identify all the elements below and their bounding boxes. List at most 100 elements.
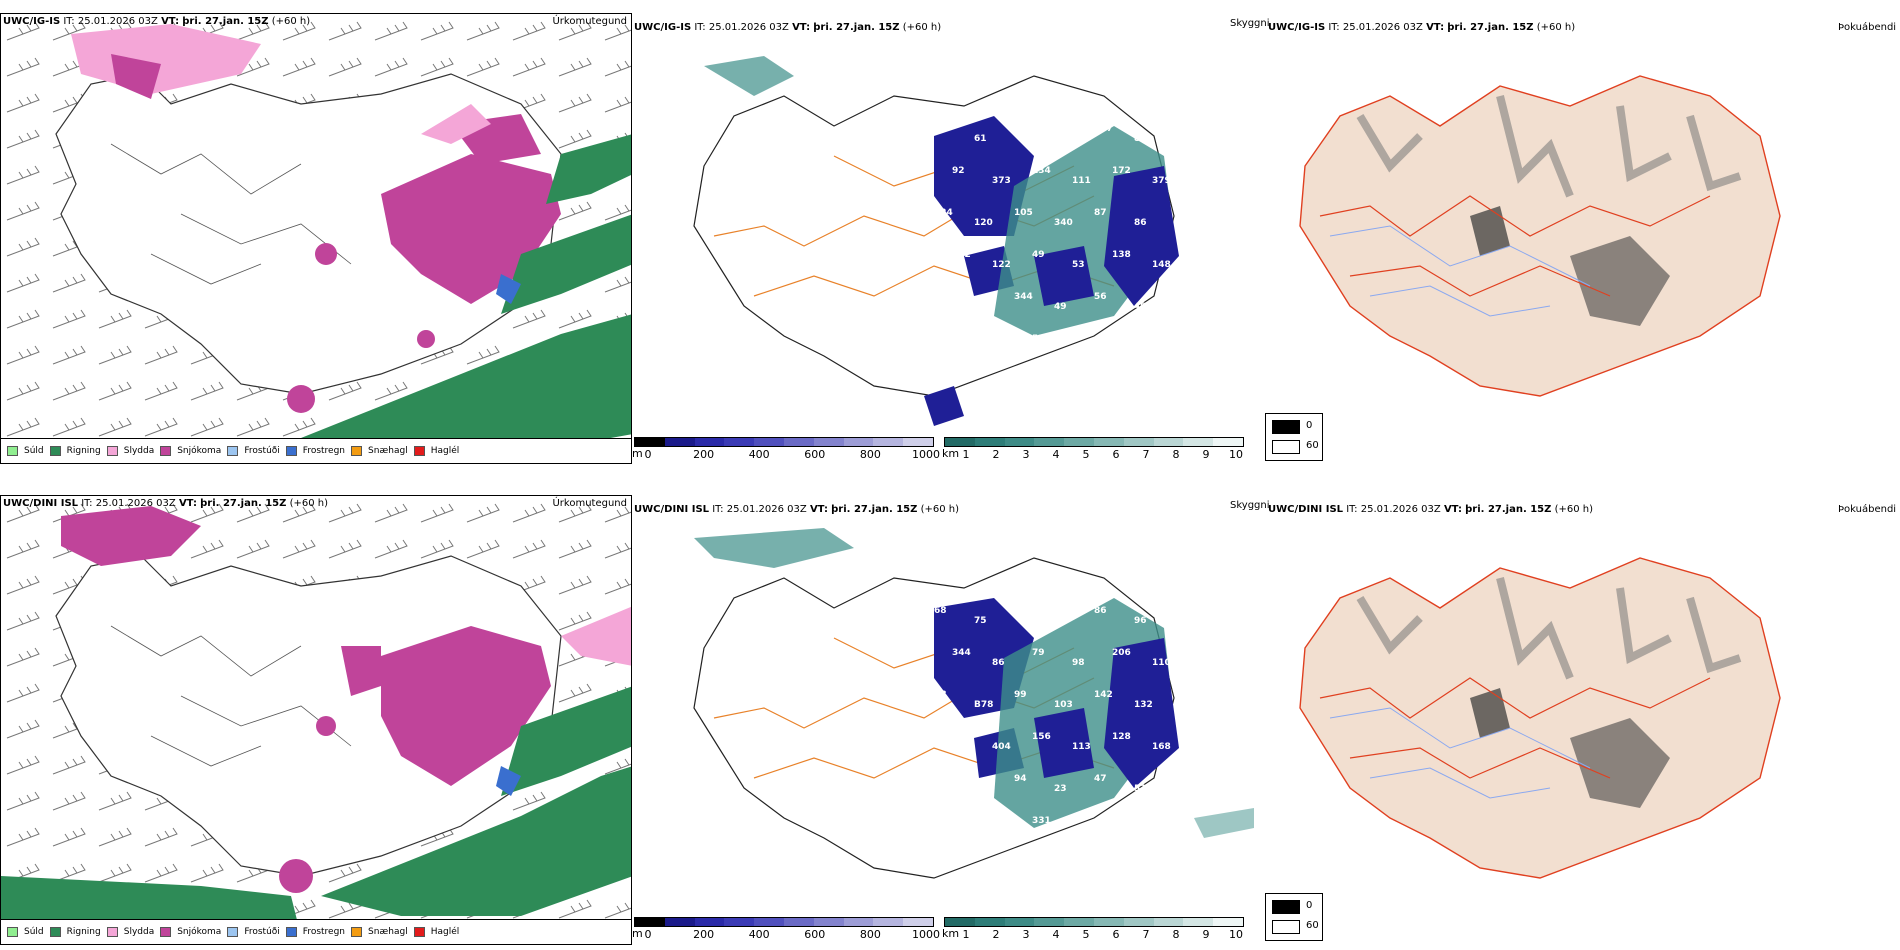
colorbar-cell [754,918,784,926]
colorbar-tick: 600 [804,448,826,461]
colorbar-tick: 200 [693,448,715,461]
visibility-name: Skyggni [1230,18,1270,29]
visibility-colorbar-top: 1 2 3 4 5 6 7 8 9 10 km [942,437,1244,467]
panel-title-cloud: UWC/DINI ISL IT: 25.01.2026 03Z VT: þri.… [634,504,960,515]
peak-height-label: 47 [1094,774,1107,784]
colorbar-cell [1183,438,1214,446]
colorbar-tick: 5 [1082,928,1090,941]
visibility-colorbar-bottom: 1 2 3 4 5 6 7 8 9 10 km [942,917,1244,947]
peak-height-label: 206 [1112,648,1131,658]
peak-height-label: 68 [934,606,947,616]
peak-height-label: 96 [1134,616,1147,626]
peak-height-label: 124 [934,208,953,218]
colorbar-tick: 6 [1112,448,1120,461]
peak-height-label: 79 [1032,648,1045,658]
peak-height-label: 113 [1072,742,1091,752]
vt-label: VT: [161,16,180,27]
colorbar-tick: 400 [748,928,770,941]
colorbar-cell [1123,438,1154,446]
colorbar-cell [843,438,874,446]
peak-height-label: 172 [1112,166,1131,176]
colorbar-tick: 1000 [912,448,940,461]
it-value: 25.01.2026 03Z [77,16,158,27]
colorbar-tick: 800 [859,928,881,941]
colorbar-cell [1213,918,1243,926]
legend-item-snjokoma: Snjókoma [160,446,221,456]
peak-height-label: 99 [1014,690,1027,700]
fog-map-bottom [1290,518,1890,914]
colorbar-cell [843,918,874,926]
peak-height-label: 75 [974,784,987,794]
precip-type-name: Úrkomutegund [552,498,627,509]
legend-item-rigning: Rigning [49,446,101,456]
colorbar-tick: 8 [1172,928,1180,941]
peak-height-label: 107 [1094,124,1113,134]
colorbar-cell [945,918,975,926]
peak-height-label: 128 [1112,732,1131,742]
colorbar-tick: 1 [962,928,970,941]
peak-height-label: B78 [974,700,993,710]
precip-panel-top: UWC/IG-IS IT: 25.01.2026 03Z VT: þri. 27… [0,13,632,464]
colorbar-tick: 6 [1112,928,1120,941]
legend-item-frostudi: Frostúði [227,927,280,937]
colorbar-cell [694,438,725,446]
peak-height-label: 56 [1094,292,1107,302]
colorbar-tick: 800 [859,448,881,461]
colorbar-tick: 3 [1022,448,1030,461]
peak-height-label: 105 [1014,208,1033,218]
colorbar-cell [945,438,975,446]
peak-height-label: 132 [1134,700,1153,710]
legend-item-slydda: Slydda [106,446,154,456]
peak-height-label: 331 [1032,816,1051,826]
peak-height-label: 85 [934,774,947,784]
colorbar-tick: 2 [992,448,1000,461]
legend-item-frostregn: Frostregn [285,446,345,456]
peak-height-label: 134 [1032,166,1051,176]
colorbar-tick: 400 [748,448,770,461]
colorbar-cell [873,438,904,446]
peak-height-label: 88 [992,826,1005,836]
colorbar-cell [635,438,665,446]
peak-height-label: 84 [1134,134,1147,144]
colorbar-cell [664,918,695,926]
legend-item-frostudi: Frostúði [227,446,280,456]
cloud-scale-top: 0 60 [1265,413,1323,461]
colorbar-tick: 4 [1052,928,1060,941]
colorbar-tick: 200 [693,928,715,941]
colorbar-tick: 9 [1202,928,1210,941]
lead-time: (+60 h) [289,498,329,509]
vt-value: þri. 27.jan. 15Z [182,16,269,27]
panel-title: UWC/IG-IS IT: 25.01.2026 03Z VT: þri. 27… [3,16,310,27]
peak-height-label: 146 [934,292,953,302]
height-colorbar-bottom: 0 200 400 600 800 1000 m [632,917,940,947]
colorbar-cell [1064,438,1094,446]
legend-item-sudd: Súld [7,927,44,937]
colorbar-cell [1183,918,1214,926]
fog-map-top [1290,36,1890,436]
colorbar-cell [1153,438,1184,446]
peak-height-label: 148 [1152,260,1171,270]
peak-height-label: 107 [952,732,971,742]
precip-legend: Súld Rigning Slydda Snjókoma Frostúði Fr… [1,438,631,463]
legend-item-haglel: Haglél [413,927,459,937]
peak-height-label: 70 [992,344,1005,354]
peak-height-label: 75 [974,616,987,626]
colorbar-cell [813,438,844,446]
peak-height-label: 81 [952,334,965,344]
peak-height-label: 156 [1032,732,1051,742]
peak-height-label: 134 [974,302,993,312]
legend-item-snjokoma: Snjókoma [160,927,221,937]
colorbar-cell [694,918,725,926]
colorbar-cell [1004,918,1035,926]
colorbar-cell [974,438,1005,446]
fog-name: Þokuábendi [1838,504,1897,515]
peak-height-label: 87 [1094,208,1107,218]
legend-item-snaehagl: Snæhagl [351,927,408,937]
peak-height-label: 344 [1014,292,1033,302]
peak-height-label: 86 [1134,218,1147,228]
cloud-map-top: 72 61 64 81 107 84 92 373 134 111 172 379 124 120 105 3… [634,36,1254,436]
peak-height-label: 78 [1014,606,1027,616]
peak-height-label: 98 [1072,658,1085,668]
fog-map-svg [1299,75,1781,397]
colorbar-cell [1093,918,1124,926]
